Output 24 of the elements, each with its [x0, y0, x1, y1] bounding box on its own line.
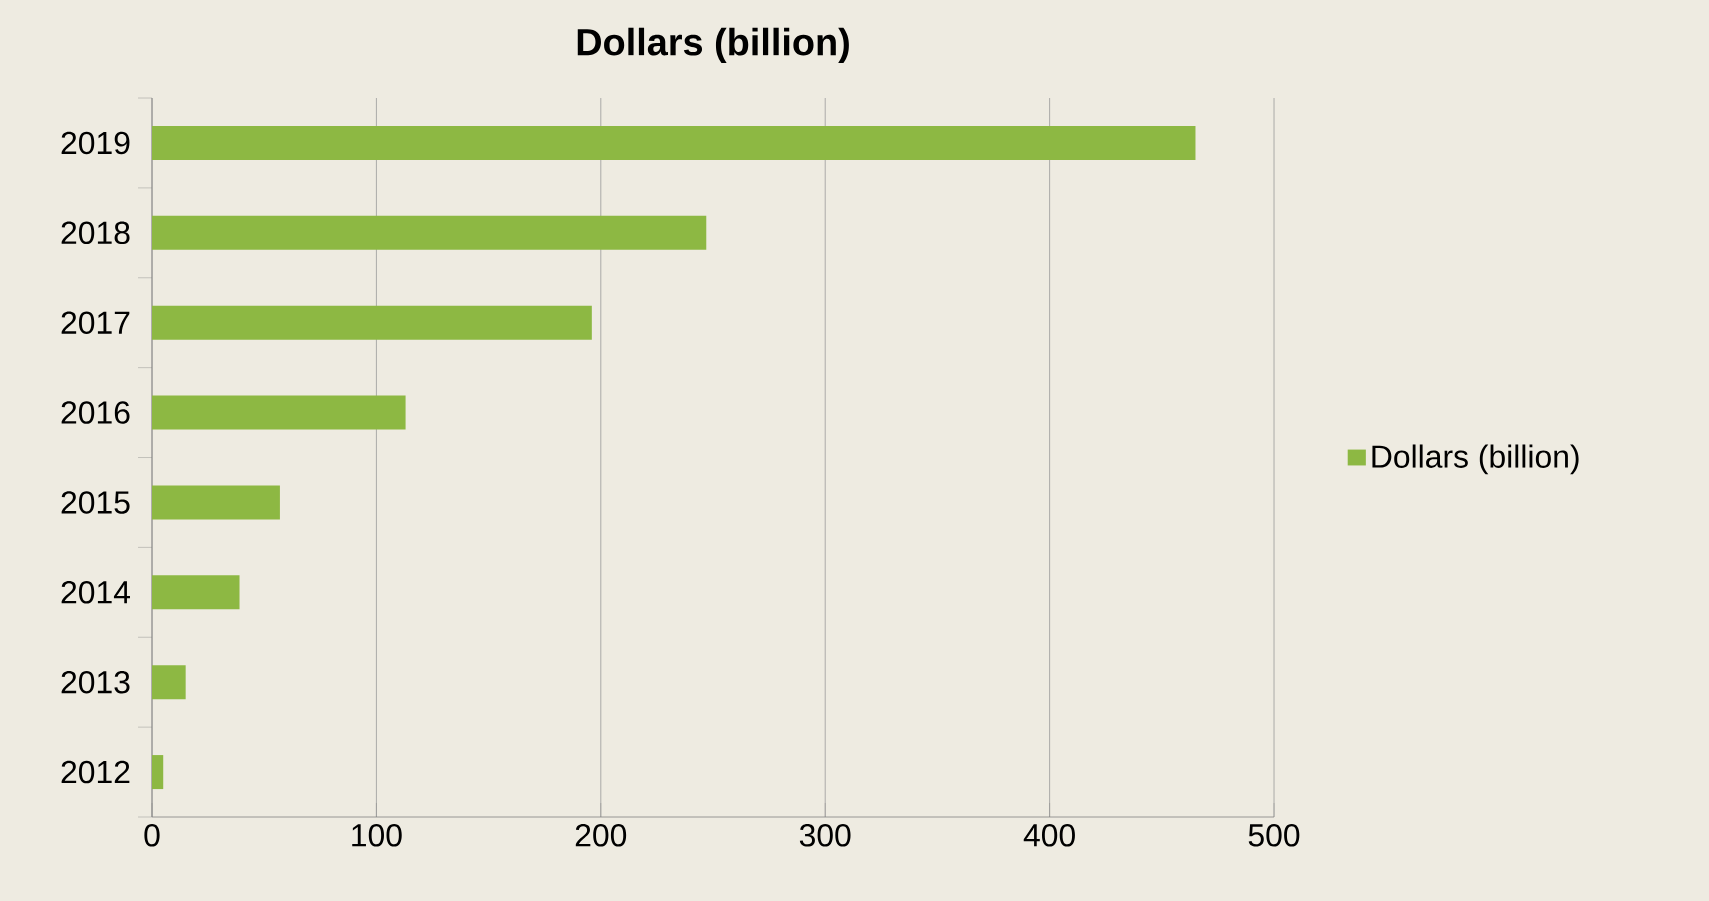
bar: [152, 665, 186, 700]
y-tick-label: 2012: [61, 760, 130, 784]
bar: [152, 215, 707, 250]
y-tick-label: 2013: [61, 670, 130, 694]
x-tick-label: 100: [352, 824, 402, 847]
x-tick-label: 400: [1023, 824, 1075, 847]
y-tick-label: 2015: [61, 491, 130, 514]
bar: [152, 305, 592, 340]
x-tick-label: 500: [1248, 824, 1300, 847]
x-tick-label: 0: [144, 824, 160, 847]
bar: [152, 125, 1196, 160]
y-tick-label: 2017: [61, 311, 130, 334]
bar: [152, 755, 164, 790]
x-tick-label: 200: [575, 824, 627, 847]
bar: [152, 395, 406, 430]
y-tick-label: 2016: [61, 401, 130, 424]
bar: [152, 575, 240, 610]
chart-title: Dollars (billion): [577, 27, 849, 64]
y-tick-label: 2019: [61, 131, 130, 155]
bar: [152, 485, 280, 520]
y-tick-label: 2018: [61, 221, 130, 245]
legend-label: Dollars (billion): [1372, 444, 1579, 475]
y-tick-label: 2014: [61, 581, 130, 604]
x-tick-label: 300: [799, 824, 851, 847]
